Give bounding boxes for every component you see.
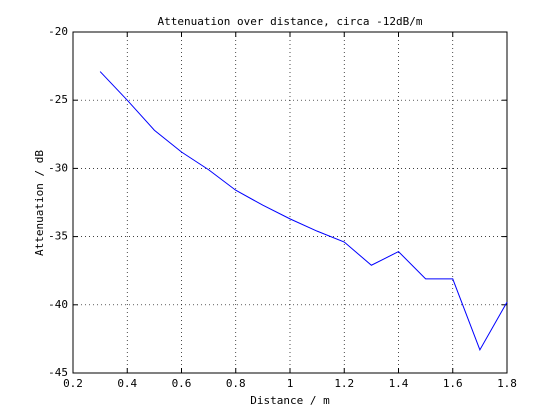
y-tick-label: -30 xyxy=(48,161,68,174)
y-tick-label: -25 xyxy=(48,93,68,106)
x-tick-label: 1.6 xyxy=(443,377,463,390)
x-tick-label: 0.8 xyxy=(226,377,246,390)
y-tick-label: -20 xyxy=(48,25,68,38)
x-tick-label: 0.2 xyxy=(63,377,83,390)
y-tick-label: -45 xyxy=(48,366,68,379)
y-axis-label: Attenuation / dB xyxy=(33,150,46,256)
data-line xyxy=(99,71,508,351)
plot-frame xyxy=(72,31,508,374)
x-tick-label: 1.8 xyxy=(497,377,517,390)
x-tick-label: 1.4 xyxy=(389,377,409,390)
x-axis-label: Distance / m xyxy=(250,394,330,407)
y-tick-label: -35 xyxy=(48,230,68,243)
x-tick-label: 1.2 xyxy=(334,377,354,390)
x-tick-label: 0.6 xyxy=(172,377,192,390)
chart-title: Attenuation over distance, circa -12dB/m xyxy=(158,15,423,28)
x-tick-label: 1 xyxy=(287,377,294,390)
x-tick-label: 0.4 xyxy=(117,377,137,390)
y-tick-label: -40 xyxy=(48,298,68,311)
